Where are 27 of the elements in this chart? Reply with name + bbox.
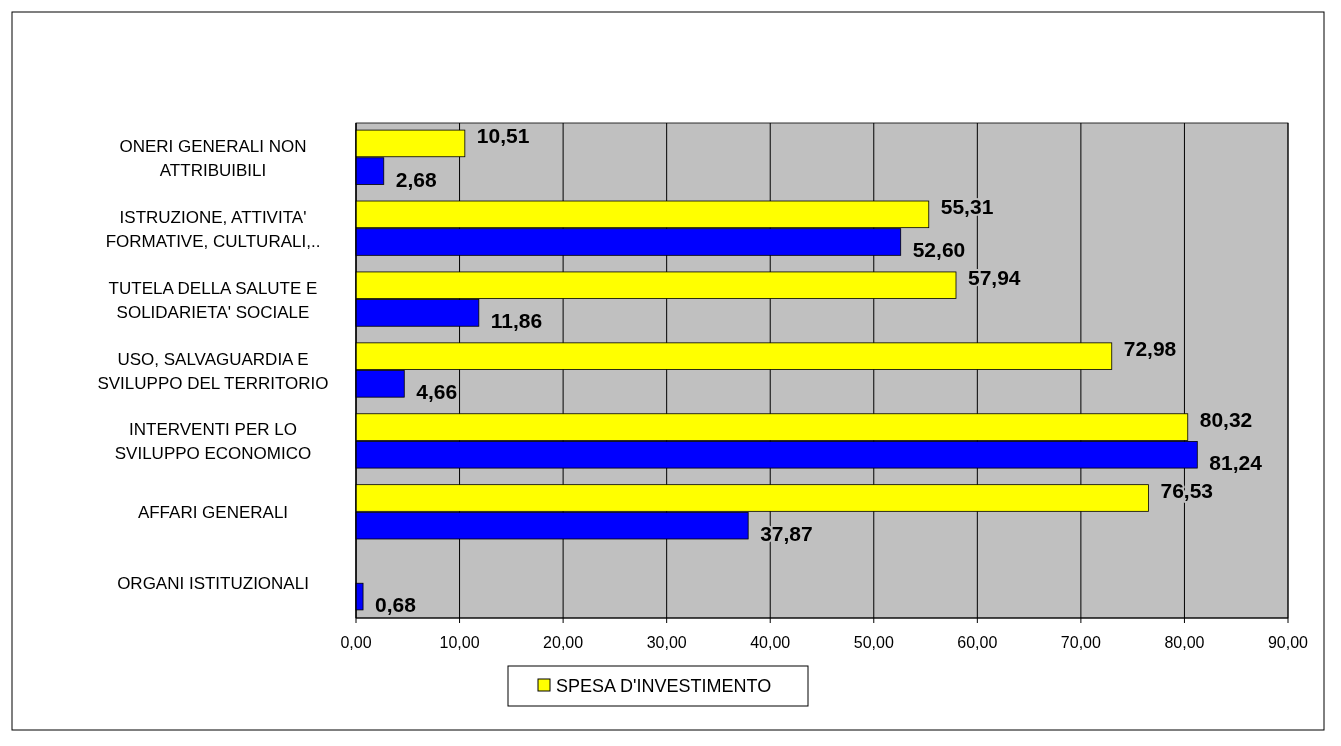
y-tick-label: ONERI GENERALI NON ATTRIBUIBILI: [119, 136, 307, 180]
y-tick-label: ISTRUZIONE, ATTIVITA' FORMATIVE, CULTURALI,..: [105, 207, 321, 251]
data-label: 72,98: [1123, 336, 1177, 360]
x-tick-label: 20,00: [543, 634, 584, 651]
data-label: 2,68: [395, 167, 437, 191]
y-tick-label: USO, SALVAGUARDIA E SVILUPPO DEL TERRITORIO: [97, 349, 329, 393]
data-label: 4,66: [416, 380, 458, 404]
x-tick-label: 50,00: [853, 634, 894, 651]
y-tick-label: ORGANI ISTITUZIONALI: [117, 574, 309, 594]
y-tick-label: INTERVENTI PER LO SVILUPPO ECONOMICO: [114, 420, 312, 464]
x-tick-label: 0,00: [340, 634, 372, 651]
y-tick-label: TUTELA DELLA SALUTE E SOLIDARIETA' SOCIALE: [108, 278, 318, 322]
x-tick-label: 70,00: [1060, 634, 1102, 651]
data-label: 11,86: [490, 309, 543, 333]
data-label: 10,51: [476, 123, 530, 147]
x-tick-label: 40,00: [750, 634, 791, 651]
y-tick-label: AFFARI GENERALI: [137, 503, 289, 523]
x-tick-label: 30,00: [646, 634, 687, 651]
x-tick-label: 10,00: [439, 634, 480, 651]
x-tick-label: 60,00: [957, 634, 998, 651]
legend-label: SPESA D'INVESTIMENTO: [556, 676, 772, 696]
data-label: 81,24: [1209, 451, 1263, 475]
data-label: 52,60: [912, 238, 966, 262]
data-label: 80,32: [1199, 407, 1253, 431]
data-label: 0,68: [375, 593, 417, 617]
x-tick-label: 90,00: [1267, 634, 1309, 651]
x-tick-label: 80,00: [1164, 634, 1205, 651]
